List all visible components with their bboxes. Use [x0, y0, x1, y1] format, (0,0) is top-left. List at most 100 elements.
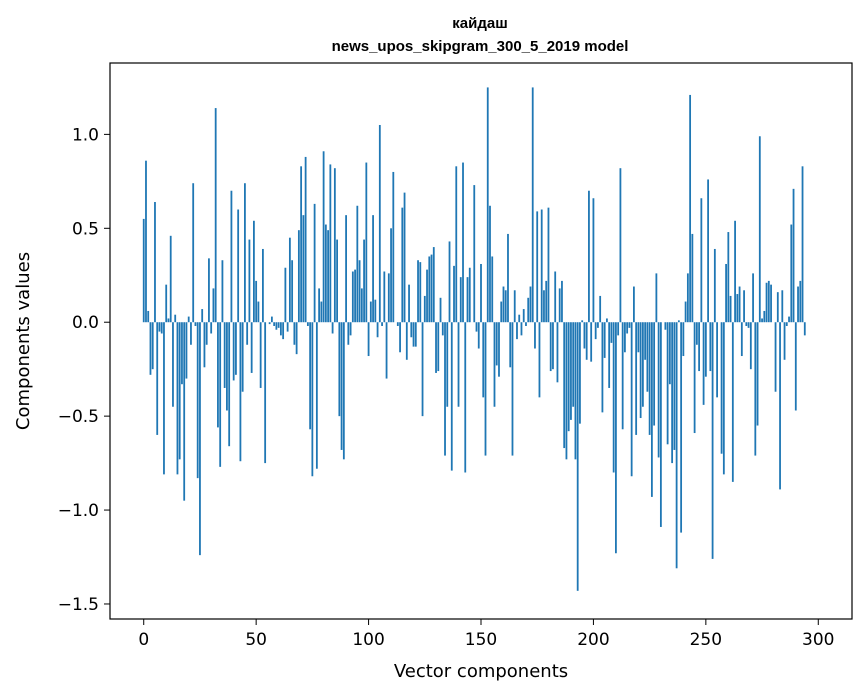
bar-97: [360, 288, 363, 323]
bar-107: [383, 271, 386, 323]
bar-185: [558, 288, 561, 323]
bar-147: [473, 185, 476, 323]
bar-93: [351, 271, 354, 323]
bar-198: [588, 190, 590, 323]
bar-134: [444, 322, 446, 456]
bar-173: [531, 87, 534, 323]
bar-136: [448, 241, 451, 323]
bar-144: [466, 277, 469, 323]
bar-95: [356, 205, 359, 323]
bar-293: [801, 166, 804, 323]
bar-20: [187, 316, 190, 323]
bar-216: [628, 322, 631, 328]
bar-206: [606, 318, 608, 323]
bar-3: [149, 322, 152, 375]
bar-212: [619, 168, 622, 323]
bar-266: [740, 322, 743, 357]
bar-175: [536, 211, 539, 323]
bar-264: [736, 294, 739, 323]
bar-255: [716, 322, 718, 398]
bar-267: [743, 290, 745, 323]
bar-2: [147, 310, 150, 323]
bar-86: [336, 239, 338, 323]
bar-54: [264, 322, 267, 464]
bar-103: [374, 299, 377, 323]
bar-234: [668, 322, 671, 385]
bar-259: [725, 263, 727, 323]
bar-125: [423, 295, 426, 323]
bar-138: [453, 265, 455, 323]
bar-110: [390, 228, 392, 323]
bar-38: [228, 322, 231, 447]
bar-96: [358, 260, 361, 323]
bar-180: [547, 207, 550, 323]
bar-101: [369, 301, 372, 323]
bar-117: [405, 322, 408, 360]
bar-102: [372, 215, 374, 323]
bar-57: [270, 316, 273, 323]
bar-115: [401, 207, 404, 323]
bar-66: [291, 260, 294, 323]
bar-154: [489, 205, 491, 323]
bar-221: [639, 322, 642, 419]
bar-285: [783, 322, 786, 360]
bar-163: [509, 322, 512, 368]
bar-158: [498, 322, 500, 377]
bar-276: [763, 310, 766, 323]
bar-12: [169, 235, 172, 323]
bar-249: [702, 322, 705, 405]
bar-76: [313, 203, 316, 323]
bar-244: [691, 233, 694, 323]
bar-83: [329, 164, 332, 323]
y-tick-label: −1.5: [58, 595, 99, 615]
bar-214: [624, 322, 626, 353]
bar-5: [154, 202, 156, 323]
bar-174: [534, 322, 536, 349]
bar-294: [803, 322, 806, 336]
bar-89: [342, 322, 345, 460]
bar-166: [516, 322, 518, 340]
bar-141: [459, 277, 462, 323]
bar-42: [237, 209, 240, 323]
bar-124: [421, 322, 424, 417]
bar-48: [250, 322, 253, 373]
bar-220: [637, 322, 640, 353]
bar-81: [324, 224, 327, 323]
bar-258: [722, 322, 725, 475]
bar-92: [349, 322, 352, 336]
bar-208: [610, 322, 613, 343]
bar-19: [185, 322, 188, 379]
bar-247: [698, 322, 700, 372]
bar-15: [176, 322, 179, 475]
bar-224: [646, 322, 649, 392]
bar-241: [684, 301, 687, 323]
bar-254: [713, 248, 716, 323]
bar-90: [345, 215, 347, 323]
y-tick-label: 1.0: [72, 125, 99, 145]
bar-74: [309, 322, 312, 430]
x-tick-label: 200: [577, 630, 609, 650]
bar-190: [570, 322, 572, 420]
bar-127: [428, 256, 431, 323]
bar-4: [151, 322, 154, 370]
bar-160: [502, 286, 505, 323]
bar-291: [797, 286, 799, 323]
x-tick-label: 100: [352, 630, 384, 650]
bar-65: [288, 237, 291, 323]
bar-113: [396, 322, 399, 326]
bar-120: [412, 322, 415, 347]
bar-148: [475, 322, 478, 332]
bar-219: [635, 322, 638, 435]
bar-281: [774, 322, 777, 392]
bar-98: [363, 239, 365, 323]
bar-37: [226, 322, 228, 411]
bar-182: [552, 322, 554, 370]
bar-225: [648, 322, 651, 435]
bar-268: [745, 322, 748, 326]
bar-11: [167, 318, 170, 323]
bar-108: [385, 322, 388, 379]
bar-91: [347, 322, 350, 345]
bar-186: [561, 280, 563, 323]
